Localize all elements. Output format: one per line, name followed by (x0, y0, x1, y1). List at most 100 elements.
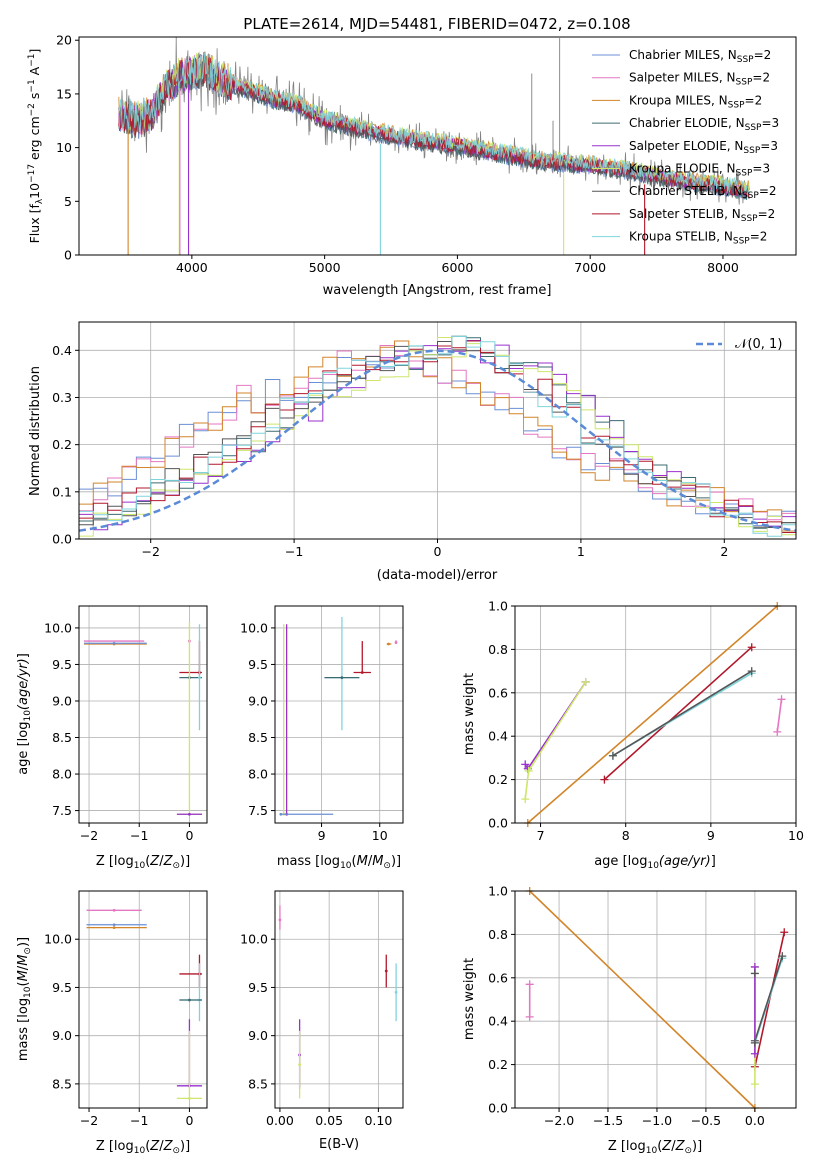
residual-histogram (79, 340, 796, 532)
residual-y-label: Normed distribution (28, 366, 43, 496)
x-tick-label: 7 (537, 828, 545, 843)
plus-marker (521, 760, 530, 769)
x-tick-label: 10 (788, 828, 804, 843)
data-point (112, 926, 116, 930)
y-tick-label: 1.0 (488, 599, 508, 614)
z-mass-y-label: mass [log10(M/M⊙)] (16, 937, 33, 1061)
data-point (279, 812, 283, 816)
plus-marker (750, 969, 759, 978)
model-spectrum-line (118, 53, 750, 197)
y-tick-label: 15 (56, 86, 72, 101)
spectrum-x-ticks: 4000 5000 6000 7000 8000 (176, 255, 739, 275)
plus-marker (750, 1038, 759, 1047)
y-tick-label: 0.8 (488, 927, 508, 942)
legend-label: Kroupa ELODIE, NSSP=3 (629, 162, 770, 179)
spectrum-x-label: wavelength [Angstrom, rest frame] (323, 283, 552, 298)
spectrum-y-label: Flux [fλ10−17 erg cm−2 s−1 A−1] (27, 49, 45, 244)
age-weight-y-label: mass weight (462, 673, 477, 755)
plus-marker (747, 667, 756, 676)
y-tick-label: 10.0 (44, 620, 72, 635)
y-tick-label: 10.0 (44, 932, 72, 947)
x-tick-label: 0.05 (315, 1113, 343, 1128)
figure-title: PLATE=2614, MJD=54481, FIBERID=0472, z=0… (243, 15, 630, 33)
z-weight-axes-frame (514, 890, 797, 1109)
y-tick-label: 8.0 (52, 767, 72, 782)
age-weight-panel: 7 8 9 10 0.0 0.2 0.4 0.6 0.8 1.0 age [log10(age/… (462, 599, 804, 872)
z-age-y-ticks: 7.5 8.0 8.5 9.0 9.5 10.0 (44, 620, 79, 818)
plus-marker (524, 766, 533, 775)
x-tick-label: 9 (318, 828, 326, 843)
plus-marker (750, 1049, 759, 1058)
plus-marker (778, 952, 787, 961)
ebv-mass-grid (275, 891, 403, 1108)
y-tick-label: 7.5 (52, 803, 72, 818)
data-point (112, 908, 116, 912)
ebv-mass-points (278, 905, 398, 1099)
residual-panel: −2 −1 0 1 2 0.0 0.1 0.2 0.3 0.4 (data-model)/err… (28, 321, 797, 583)
residual-x-label: (data-model)/error (377, 568, 498, 583)
mass-weight-line (529, 890, 756, 1109)
x-tick-label: −1 (130, 828, 148, 843)
normal-legend-label: 𝒩(0, 1) (735, 337, 782, 352)
y-tick-label: 0 (64, 248, 72, 263)
ebv-mass-x-label: E(B-V) (319, 1137, 359, 1152)
y-tick-label: 0.6 (488, 685, 508, 700)
data-point (112, 923, 116, 927)
x-tick-label: 0.10 (364, 1113, 392, 1128)
mass-weight-line (527, 605, 778, 824)
y-tick-label: 5 (64, 194, 72, 209)
y-tick-label: 9.0 (248, 693, 268, 708)
y-tick-label: 9.5 (52, 980, 72, 995)
mass-age-x-label: mass [log10(M/M⊙)] (277, 854, 401, 871)
x-tick-label: −0.5 (691, 1113, 721, 1128)
legend-label: Salpeter STELIB, NSSP=2 (629, 207, 775, 224)
mass-age-y-ticks: 7.5 8.0 8.5 9.0 9.5 10.0 (240, 620, 275, 818)
y-tick-label: 9.0 (52, 693, 72, 708)
y-tick-label: 0.6 (488, 970, 508, 985)
z-age-axes-frame (78, 605, 208, 824)
x-tick-label: 4000 (176, 260, 208, 275)
spectrum-y-ticks: 0 5 10 15 20 (56, 33, 79, 263)
x-tick-label: 5000 (309, 260, 341, 275)
y-tick-label: 1.0 (488, 884, 508, 899)
legend-label: Salpeter ELODIE, NSSP=3 (629, 139, 778, 156)
y-tick-label: 0.0 (488, 1101, 508, 1116)
mass-age-panel: 9 10 7.5 8.0 8.5 9.0 9.5 10.0 mass [log10(M/M⊙… (240, 605, 404, 871)
mass-weight-line (776, 699, 783, 733)
spectrum-panel: 4000 5000 6000 7000 8000 0 5 10 15 20 wavelength… (27, 33, 797, 298)
x-tick-label: 9 (707, 828, 715, 843)
plus-marker (600, 775, 609, 784)
y-tick-label: 0.2 (488, 1057, 508, 1072)
x-tick-label: 6000 (442, 260, 474, 275)
data-point (394, 990, 398, 994)
x-tick-label: 10 (372, 828, 388, 843)
z-mass-x-label: Z [log10(Z/Z⊙)] (96, 1139, 190, 1156)
y-tick-label: 10.0 (240, 932, 268, 947)
data-point (387, 642, 390, 646)
z-mass-axes-frame (78, 890, 208, 1109)
x-tick-label: 0 (185, 828, 193, 843)
mass-age-points (279, 616, 398, 816)
y-tick-label: 0.8 (488, 642, 508, 657)
z-age-x-label: Z [log10(Z/Z⊙)] (96, 854, 190, 871)
mass-weight-line (754, 955, 784, 1041)
y-tick-label: 8.5 (248, 730, 268, 745)
y-tick-label: 9.0 (248, 1028, 268, 1043)
plus-marker (747, 643, 756, 652)
residual-legend: 𝒩(0, 1) (696, 337, 782, 352)
z-mass-x-ticks: −2 −1 0 (80, 1108, 193, 1128)
plus-marker (750, 1080, 759, 1089)
y-tick-label: 0.3 (52, 390, 72, 405)
y-tick-label: 8.0 (248, 767, 268, 782)
y-tick-label: 8.5 (52, 730, 72, 745)
x-tick-label: 0 (434, 544, 442, 559)
ebv-mass-y-ticks: 8.5 9.0 9.5 10.0 (240, 932, 275, 1091)
x-tick-label: −2 (80, 828, 98, 843)
normal-curve (78, 349, 797, 532)
spectrum-legend: Chabrier MILES, NSSP=2 Salpeter MILES, NS… (592, 48, 779, 247)
mass-age-grid (275, 606, 403, 823)
y-tick-label: 0.4 (488, 729, 508, 744)
age-weight-x-ticks: 7 8 9 10 (537, 823, 804, 843)
data-point (298, 1063, 302, 1066)
